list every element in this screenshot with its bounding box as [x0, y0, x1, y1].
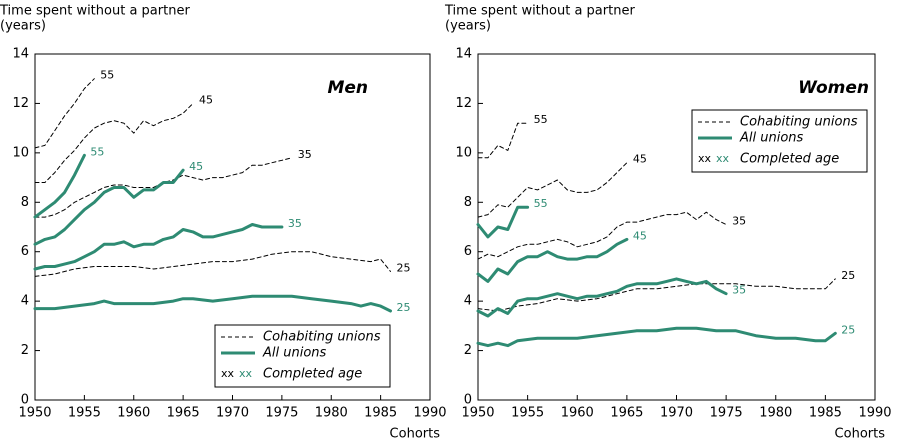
age-label: 25	[397, 261, 411, 274]
y-tick-label: 8	[464, 195, 472, 210]
age-label: 45	[633, 153, 647, 166]
x-tick-label: 1965	[610, 406, 643, 421]
chart-title: Men	[327, 78, 368, 98]
dashed-line	[477, 122, 529, 159]
y-tick-label: 12	[455, 96, 472, 111]
age-label: 55	[534, 113, 548, 126]
age-label: 55	[100, 69, 114, 82]
y-axis-label: Time spent without a partner	[0, 4, 190, 19]
dashed-line	[477, 211, 727, 260]
age-label: 55	[90, 145, 104, 158]
solid-line	[476, 326, 837, 348]
x-tick-label: 1970	[660, 406, 693, 421]
y-tick-label: 12	[12, 96, 29, 111]
x-tick-label: 1950	[461, 406, 494, 421]
dashed-line	[34, 102, 194, 183]
age-label: 45	[633, 229, 647, 242]
dashed-line	[34, 251, 391, 277]
legend-box	[691, 109, 868, 173]
x-tick-label: 1975	[265, 406, 298, 421]
x-axis-label: Cohorts	[390, 427, 441, 442]
dashed-line	[477, 278, 836, 312]
panel: Time spent without a partner(years) 0 2 4 6 8…	[444, 4, 892, 442]
x-tick-label: 1970	[216, 406, 249, 421]
age-label: 45	[189, 160, 203, 173]
legend-label: Cohabiting unions	[740, 115, 858, 130]
plot-frame	[477, 53, 876, 401]
age-label: 25	[841, 323, 855, 336]
legend-label: All unions	[262, 346, 327, 361]
y-tick-label: 14	[455, 47, 472, 62]
dashed-line	[34, 157, 293, 218]
dashed-line	[477, 162, 628, 218]
x-tick-label: 1960	[561, 406, 594, 421]
x-tick-label: 1985	[364, 406, 397, 421]
y-tick-label: 10	[455, 145, 472, 160]
age-label: 25	[841, 269, 855, 282]
y-tick-label: 4	[464, 294, 472, 309]
x-tick-label: 1990	[413, 406, 446, 421]
y-tick-label: 0	[21, 393, 29, 408]
chart-title: Women	[798, 78, 869, 98]
age-label: 35	[298, 148, 312, 161]
legend-box	[214, 324, 391, 388]
age-label: 25	[397, 301, 411, 314]
solid-line	[33, 223, 284, 271]
y-tick-label: 2	[21, 343, 29, 358]
x-axis-label: Cohorts	[835, 427, 886, 442]
y-tick-label: 6	[21, 244, 29, 259]
legend-label: Cohabiting unions	[263, 330, 381, 345]
x-tick-label: 1980	[759, 406, 792, 421]
age-label: 55	[534, 197, 548, 210]
x-tick-label: 1985	[809, 406, 842, 421]
legend-sample-green: xx	[239, 367, 253, 380]
x-tick-label: 1975	[710, 406, 743, 421]
y-axis-label: Time spent without a partner	[444, 4, 635, 19]
age-label: 35	[732, 215, 746, 228]
x-tick-label: 1990	[858, 406, 891, 421]
solid-line	[33, 294, 392, 313]
solid-line	[33, 168, 185, 246]
y-tick-label: 14	[12, 47, 29, 62]
x-tick-label: 1955	[511, 406, 544, 421]
age-label: 35	[288, 217, 302, 230]
x-tick-label: 1960	[117, 406, 150, 421]
age-label: 45	[199, 93, 213, 106]
y-tick-label: 10	[12, 145, 29, 160]
legend-label: All unions	[739, 131, 804, 146]
panel: Time spent without a partner(years) 0 2 4 6 8…	[0, 4, 447, 442]
x-tick-label: 1950	[18, 406, 51, 421]
x-tick-label: 1955	[68, 406, 101, 421]
y-tick-label: 0	[464, 393, 472, 408]
y-axis-unit: (years)	[0, 19, 46, 34]
legend-sample-black: xx	[221, 367, 235, 380]
dashed-line	[34, 78, 95, 149]
legend-sample-green: xx	[716, 152, 730, 165]
y-axis-unit: (years)	[445, 19, 491, 34]
legend-label: Completed age	[263, 367, 362, 382]
y-tick-label: 6	[464, 244, 472, 259]
legend-label: Completed age	[740, 152, 839, 167]
age-label: 35	[732, 284, 746, 297]
solid-line	[33, 153, 86, 219]
solid-line	[476, 237, 629, 283]
x-tick-label: 1965	[167, 406, 200, 421]
y-tick-label: 2	[464, 343, 472, 358]
x-tick-label: 1980	[315, 406, 348, 421]
legend-sample-black: xx	[698, 152, 712, 165]
y-tick-label: 4	[21, 294, 29, 309]
y-tick-label: 8	[21, 195, 29, 210]
solid-line	[476, 277, 728, 318]
solid-line	[476, 205, 530, 239]
